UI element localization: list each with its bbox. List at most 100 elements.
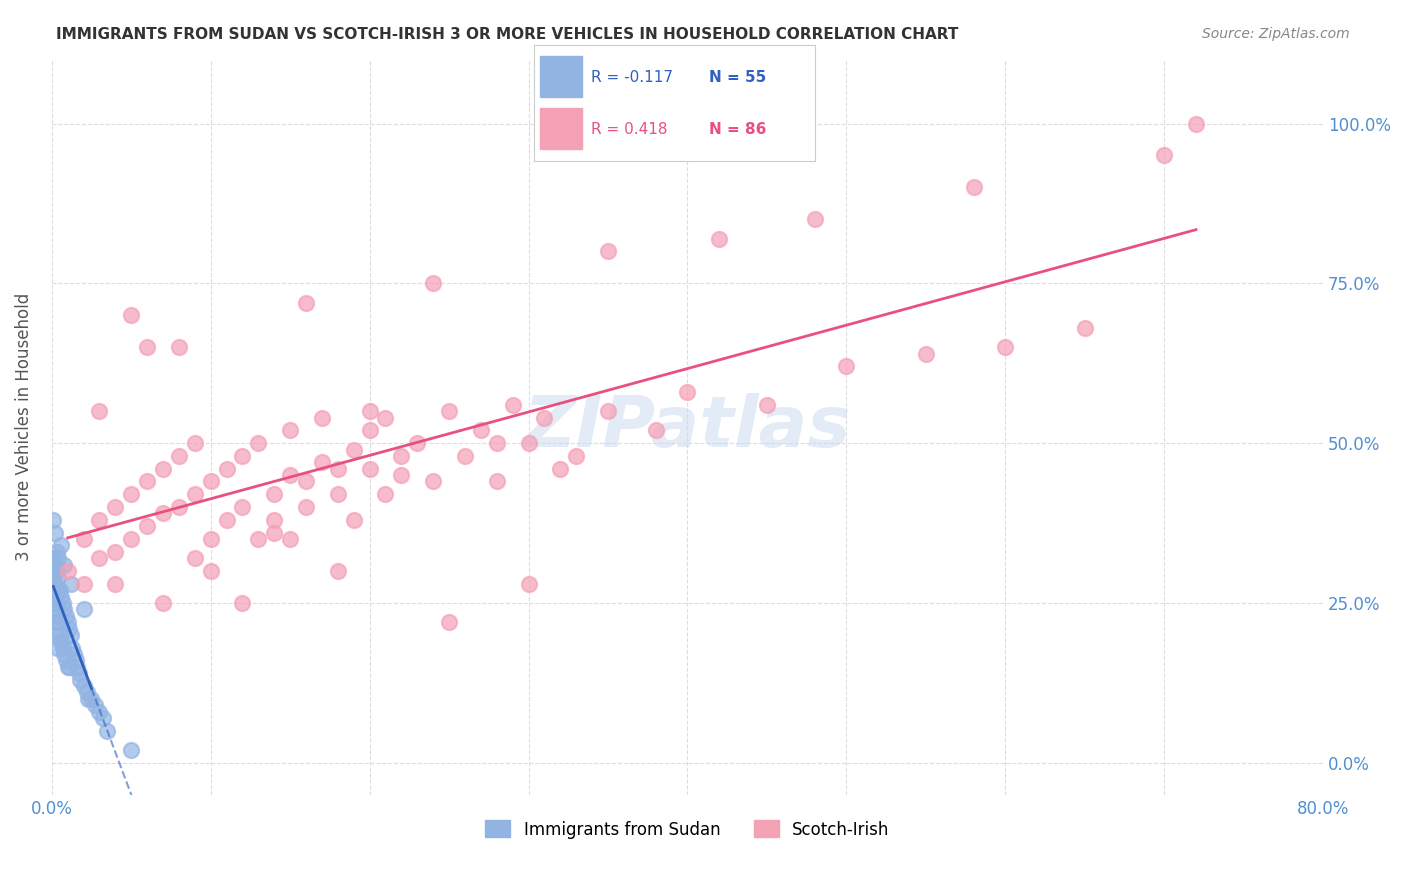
- Point: [326, 564, 349, 578]
- Point: [422, 475, 444, 489]
- Point: [295, 295, 318, 310]
- Point: [48, 583, 70, 598]
- Point: [184, 436, 207, 450]
- Point: [89, 551, 111, 566]
- Point: [565, 449, 588, 463]
- Point: [53, 558, 76, 572]
- Point: [96, 723, 118, 738]
- Point: [962, 180, 984, 194]
- Point: [77, 691, 100, 706]
- Point: [406, 436, 429, 450]
- Point: [58, 622, 80, 636]
- Point: [56, 615, 79, 629]
- Point: [167, 449, 190, 463]
- Point: [104, 576, 127, 591]
- Point: [56, 564, 79, 578]
- Point: [311, 410, 333, 425]
- Point: [359, 404, 381, 418]
- Point: [58, 660, 80, 674]
- Point: [278, 423, 301, 437]
- Point: [152, 596, 174, 610]
- Point: [45, 608, 67, 623]
- Point: [42, 615, 65, 629]
- Y-axis label: 3 or more Vehicles in Household: 3 or more Vehicles in Household: [15, 293, 32, 561]
- Point: [247, 436, 270, 450]
- Point: [83, 698, 105, 713]
- Point: [184, 487, 207, 501]
- Legend: Immigrants from Sudan, Scotch-Irish: Immigrants from Sudan, Scotch-Irish: [479, 814, 896, 846]
- Point: [76, 685, 98, 699]
- Text: N = 55: N = 55: [709, 70, 766, 85]
- Point: [263, 487, 285, 501]
- Point: [343, 513, 366, 527]
- Point: [422, 277, 444, 291]
- Point: [45, 640, 67, 655]
- Point: [48, 628, 70, 642]
- Point: [51, 634, 73, 648]
- Point: [59, 628, 82, 642]
- Point: [42, 596, 65, 610]
- Point: [56, 660, 79, 674]
- Point: [437, 615, 460, 629]
- Point: [184, 551, 207, 566]
- Point: [136, 340, 159, 354]
- Point: [91, 711, 114, 725]
- Point: [53, 602, 76, 616]
- Point: [67, 666, 90, 681]
- Point: [89, 513, 111, 527]
- Point: [59, 576, 82, 591]
- Point: [326, 487, 349, 501]
- Point: [709, 231, 731, 245]
- Point: [52, 640, 75, 655]
- Point: [80, 691, 103, 706]
- Point: [914, 346, 936, 360]
- Point: [454, 449, 477, 463]
- Point: [89, 705, 111, 719]
- Point: [596, 244, 619, 259]
- Point: [167, 500, 190, 514]
- Point: [44, 525, 66, 540]
- Point: [517, 436, 540, 450]
- Point: [42, 513, 65, 527]
- Point: [374, 487, 396, 501]
- Point: [215, 461, 238, 475]
- Point: [485, 475, 508, 489]
- Point: [152, 507, 174, 521]
- Text: R = -0.117: R = -0.117: [591, 70, 672, 85]
- Point: [120, 487, 142, 501]
- Point: [1153, 148, 1175, 162]
- Point: [44, 602, 66, 616]
- Point: [517, 576, 540, 591]
- Point: [55, 653, 77, 667]
- Point: [44, 576, 66, 591]
- Point: [66, 660, 89, 674]
- Point: [55, 608, 77, 623]
- Point: [389, 449, 412, 463]
- Point: [389, 468, 412, 483]
- Point: [994, 340, 1017, 354]
- Point: [278, 468, 301, 483]
- Point: [69, 673, 91, 687]
- Text: R = 0.418: R = 0.418: [591, 121, 666, 136]
- Point: [803, 212, 825, 227]
- Point: [200, 564, 222, 578]
- Point: [136, 519, 159, 533]
- Point: [295, 475, 318, 489]
- Point: [644, 423, 666, 437]
- Point: [72, 679, 94, 693]
- Point: [46, 570, 69, 584]
- Point: [44, 558, 66, 572]
- Point: [200, 532, 222, 546]
- Point: [44, 590, 66, 604]
- Point: [231, 449, 253, 463]
- Point: [676, 384, 699, 399]
- Point: [104, 500, 127, 514]
- Point: [200, 475, 222, 489]
- Point: [278, 532, 301, 546]
- Bar: [540, 108, 582, 149]
- Point: [1185, 116, 1208, 130]
- Point: [374, 410, 396, 425]
- Text: N = 86: N = 86: [709, 121, 766, 136]
- Point: [152, 461, 174, 475]
- Point: [136, 475, 159, 489]
